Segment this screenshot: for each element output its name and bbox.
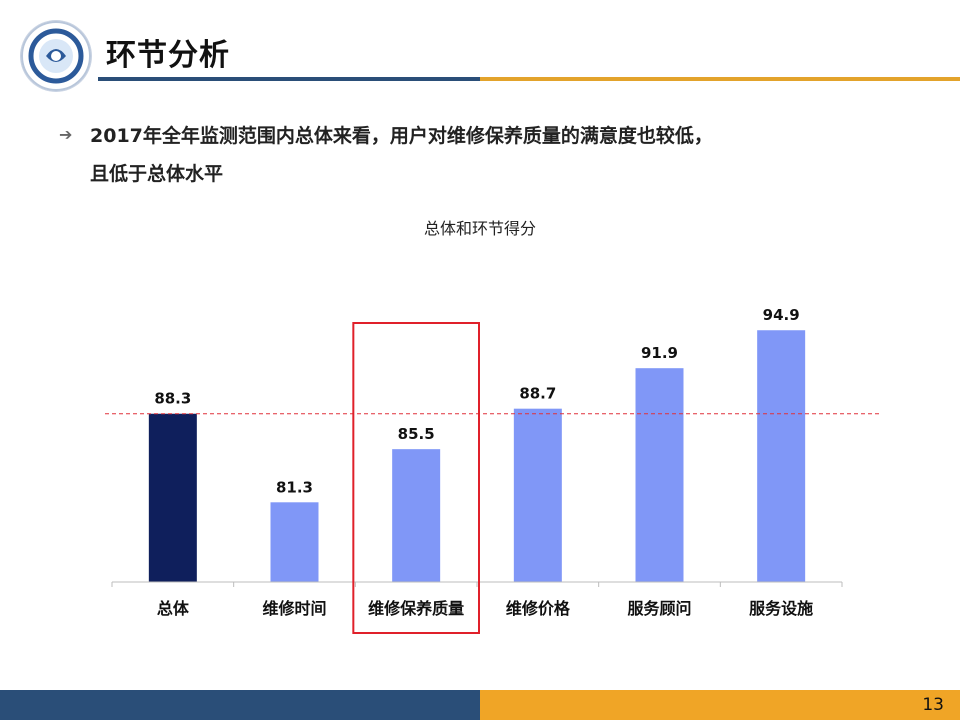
title-rule-orange <box>480 77 960 81</box>
bar-3 <box>513 408 562 582</box>
bar-5 <box>757 330 806 582</box>
bullet-text-line-2: 且低于总体水平 <box>90 163 224 185</box>
bar-4 <box>635 368 684 582</box>
page-number: 13 <box>922 695 944 715</box>
bar-value-label-0: 88.3 <box>154 390 191 408</box>
bar-value-label-5: 94.9 <box>763 306 800 324</box>
x-tick-label-3: 维修价格 <box>506 599 571 618</box>
bar-value-label-3: 88.7 <box>519 385 556 403</box>
footer-bar-orange <box>480 690 960 720</box>
bar-2 <box>392 449 441 582</box>
bar-value-label-4: 91.9 <box>641 344 678 362</box>
highlight-box <box>352 322 481 634</box>
x-tick-label-0: 总体 <box>157 599 190 618</box>
x-tick-label-2: 维修保养质量 <box>368 599 464 618</box>
bar-0 <box>148 413 197 582</box>
arrow-right-icon: ➔ <box>59 125 73 144</box>
bar-value-label-2: 85.5 <box>398 425 435 443</box>
page-title: 环节分析 <box>106 38 230 73</box>
x-tick-label-5: 服务设施 <box>749 599 813 618</box>
x-tick-label-4: 服务顾问 <box>627 599 691 618</box>
x-tick-label-1: 维修时间 <box>262 599 326 618</box>
bullet-text-line-1: 2017年全年监测范围内总体来看，用户对维修保养质量的满意度也较低， <box>90 125 713 147</box>
bar-1 <box>270 502 319 582</box>
footer-bar-blue <box>0 690 480 720</box>
chart-title: 总体和环节得分 <box>424 219 536 238</box>
title-rule-blue <box>98 77 480 81</box>
bar-value-label-1: 81.3 <box>276 478 313 496</box>
organization-logo <box>20 20 92 92</box>
